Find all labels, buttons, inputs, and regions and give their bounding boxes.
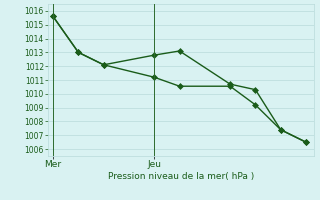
X-axis label: Pression niveau de la mer( hPa ): Pression niveau de la mer( hPa ) [108, 172, 254, 181]
